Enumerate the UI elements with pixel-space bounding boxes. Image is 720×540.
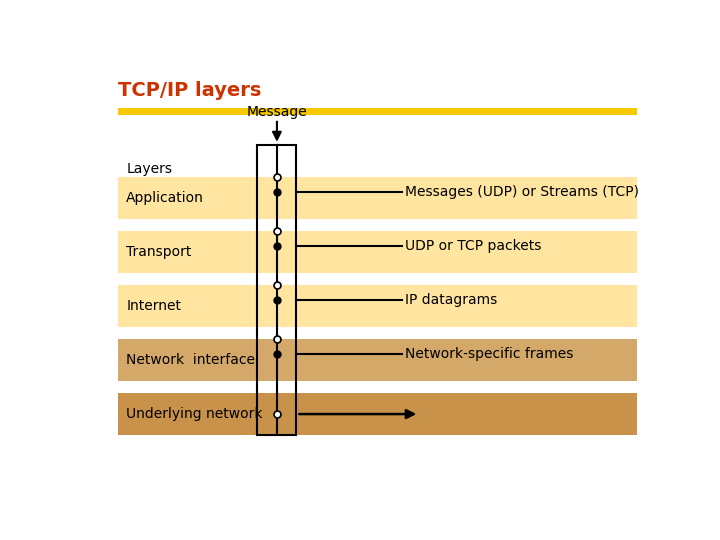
Text: TCP/IP layers: TCP/IP layers — [118, 82, 261, 100]
Bar — [118, 108, 637, 114]
Bar — [118, 231, 637, 273]
Bar — [118, 393, 637, 435]
Text: Internet: Internet — [126, 299, 181, 313]
Text: Layers: Layers — [126, 162, 172, 176]
Bar — [118, 339, 637, 381]
Text: Network  interface: Network interface — [126, 353, 256, 367]
Text: UDP or TCP packets: UDP or TCP packets — [405, 239, 541, 253]
Text: Network-specific frames: Network-specific frames — [405, 347, 574, 361]
Text: Underlying network: Underlying network — [126, 407, 263, 421]
Bar — [258, 145, 297, 435]
Bar — [118, 177, 637, 219]
Text: Messages (UDP) or Streams (TCP): Messages (UDP) or Streams (TCP) — [405, 185, 639, 199]
Text: Application: Application — [126, 191, 204, 205]
Text: Transport: Transport — [126, 245, 192, 259]
Bar — [118, 285, 637, 327]
Text: Message: Message — [246, 105, 307, 119]
Text: IP datagrams: IP datagrams — [405, 293, 498, 307]
